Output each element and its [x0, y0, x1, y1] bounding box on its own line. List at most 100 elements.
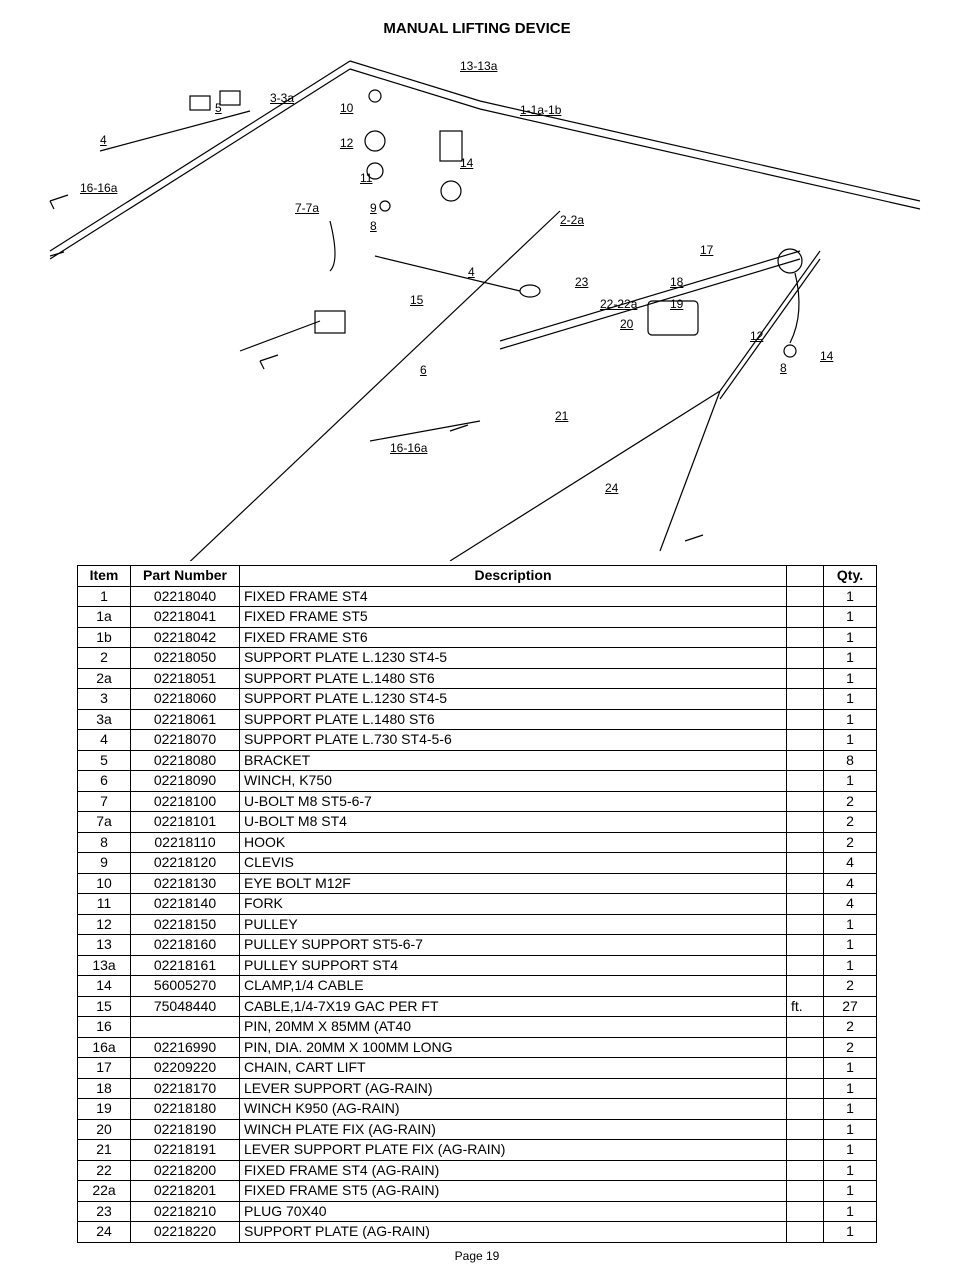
cell-item: 7a	[78, 812, 131, 833]
cell-item: 4	[78, 730, 131, 751]
cell-item: 1a	[78, 607, 131, 628]
cell-qty: 2	[824, 1017, 877, 1038]
cell-part-number: 02218120	[131, 853, 240, 874]
cell-part-number: 02218070	[131, 730, 240, 751]
cell-description: PULLEY SUPPORT ST4	[240, 955, 787, 976]
cell-item: 3a	[78, 709, 131, 730]
cell-part-number: 02218190	[131, 1119, 240, 1140]
cell-unit	[787, 607, 824, 628]
cell-description: CLAMP,1/4 CABLE	[240, 976, 787, 997]
cell-unit	[787, 730, 824, 751]
cell-unit: ft.	[787, 996, 824, 1017]
cell-description: WINCH PLATE FIX (AG-RAIN)	[240, 1119, 787, 1140]
diagram-callout: 16-16a	[80, 181, 117, 195]
header-description: Description	[240, 566, 787, 587]
cell-item: 5	[78, 750, 131, 771]
diagram-callout: 17	[700, 243, 713, 257]
cell-item: 8	[78, 832, 131, 853]
diagram-callout: 3-3a	[270, 91, 294, 105]
cell-item: 1	[78, 586, 131, 607]
cell-part-number: 02218160	[131, 935, 240, 956]
table-row: 1456005270CLAMP,1/4 CABLE2	[78, 976, 877, 997]
cell-unit	[787, 1017, 824, 1038]
diagram-callout: 10	[340, 101, 353, 115]
cell-unit	[787, 873, 824, 894]
table-row: 2402218220SUPPORT PLATE (AG-RAIN)1	[78, 1222, 877, 1243]
table-row: 16a02216990PIN, DIA. 20MM X 100MM LONG2	[78, 1037, 877, 1058]
cell-part-number: 02218150	[131, 914, 240, 935]
cell-part-number: 02218170	[131, 1078, 240, 1099]
diagram-callout: 12	[750, 329, 763, 343]
exploded-diagram: 13-13a1-1a-1b3-3a510121411416-16a7-7a982…	[20, 41, 934, 561]
cell-item: 10	[78, 873, 131, 894]
cell-qty: 1	[824, 914, 877, 935]
cell-qty: 1	[824, 627, 877, 648]
cell-part-number: 02218042	[131, 627, 240, 648]
table-row: 702218100U-BOLT M8 ST5-6-72	[78, 791, 877, 812]
cell-description: SUPPORT PLATE L.1480 ST6	[240, 709, 787, 730]
table-row: 22a02218201FIXED FRAME ST5 (AG-RAIN)1	[78, 1181, 877, 1202]
table-row: 1302218160PULLEY SUPPORT ST5-6-71	[78, 935, 877, 956]
cell-qty: 1	[824, 730, 877, 751]
cell-description: FORK	[240, 894, 787, 915]
cell-qty: 1	[824, 1078, 877, 1099]
cell-unit	[787, 750, 824, 771]
diagram-callout: 9	[370, 201, 377, 215]
cell-unit	[787, 853, 824, 874]
cell-item: 16	[78, 1017, 131, 1038]
table-row: 502218080BRACKET8	[78, 750, 877, 771]
cell-qty: 1	[824, 771, 877, 792]
cell-qty: 2	[824, 976, 877, 997]
cell-unit	[787, 771, 824, 792]
diagram-callout: 12	[340, 136, 353, 150]
cell-qty: 2	[824, 791, 877, 812]
cell-part-number: 02218100	[131, 791, 240, 812]
table-row: 802218110HOOK2	[78, 832, 877, 853]
cell-description: CHAIN, CART LIFT	[240, 1058, 787, 1079]
diagram-svg	[20, 41, 934, 561]
cell-part-number: 02218161	[131, 955, 240, 976]
cell-qty: 1	[824, 709, 877, 730]
parts-table-head: Item Part Number Description Qty.	[78, 566, 877, 587]
table-row: 1002218130EYE BOLT M12F4	[78, 873, 877, 894]
cell-qty: 1	[824, 1099, 877, 1120]
table-row: 402218070SUPPORT PLATE L.730 ST4-5-61	[78, 730, 877, 751]
cell-qty: 2	[824, 1037, 877, 1058]
diagram-callout: 18	[670, 275, 683, 289]
diagram-callout: 8	[780, 361, 787, 375]
table-row: 1702209220CHAIN, CART LIFT1	[78, 1058, 877, 1079]
cell-unit	[787, 648, 824, 669]
cell-part-number: 02218140	[131, 894, 240, 915]
cell-qty: 4	[824, 894, 877, 915]
table-row: 1202218150PULLEY1	[78, 914, 877, 935]
table-row: 1b02218042FIXED FRAME ST61	[78, 627, 877, 648]
diagram-callout: 2-2a	[560, 213, 584, 227]
table-row: 1802218170LEVER SUPPORT (AG-RAIN)1	[78, 1078, 877, 1099]
table-row: 1a02218041FIXED FRAME ST51	[78, 607, 877, 628]
cell-description: WINCH, K750	[240, 771, 787, 792]
cell-part-number	[131, 1017, 240, 1038]
cell-unit	[787, 1160, 824, 1181]
table-row: 2002218190WINCH PLATE FIX (AG-RAIN)1	[78, 1119, 877, 1140]
cell-item: 15	[78, 996, 131, 1017]
cell-part-number: 02218200	[131, 1160, 240, 1181]
cell-description: WINCH K950 (AG-RAIN)	[240, 1099, 787, 1120]
cell-qty: 1	[824, 607, 877, 628]
cell-unit	[787, 955, 824, 976]
cell-qty: 1	[824, 935, 877, 956]
cell-item: 2a	[78, 668, 131, 689]
cell-part-number: 02218110	[131, 832, 240, 853]
cell-unit	[787, 1119, 824, 1140]
cell-item: 17	[78, 1058, 131, 1079]
cell-qty: 1	[824, 668, 877, 689]
cell-unit	[787, 1140, 824, 1161]
cell-item: 13a	[78, 955, 131, 976]
cell-qty: 4	[824, 873, 877, 894]
header-unit	[787, 566, 824, 587]
cell-part-number: 02209220	[131, 1058, 240, 1079]
cell-part-number: 02218101	[131, 812, 240, 833]
table-row: 902218120CLEVIS4	[78, 853, 877, 874]
page: MANUAL LIFTING DEVICE	[20, 20, 934, 1263]
table-row: 602218090WINCH, K7501	[78, 771, 877, 792]
cell-item: 21	[78, 1140, 131, 1161]
